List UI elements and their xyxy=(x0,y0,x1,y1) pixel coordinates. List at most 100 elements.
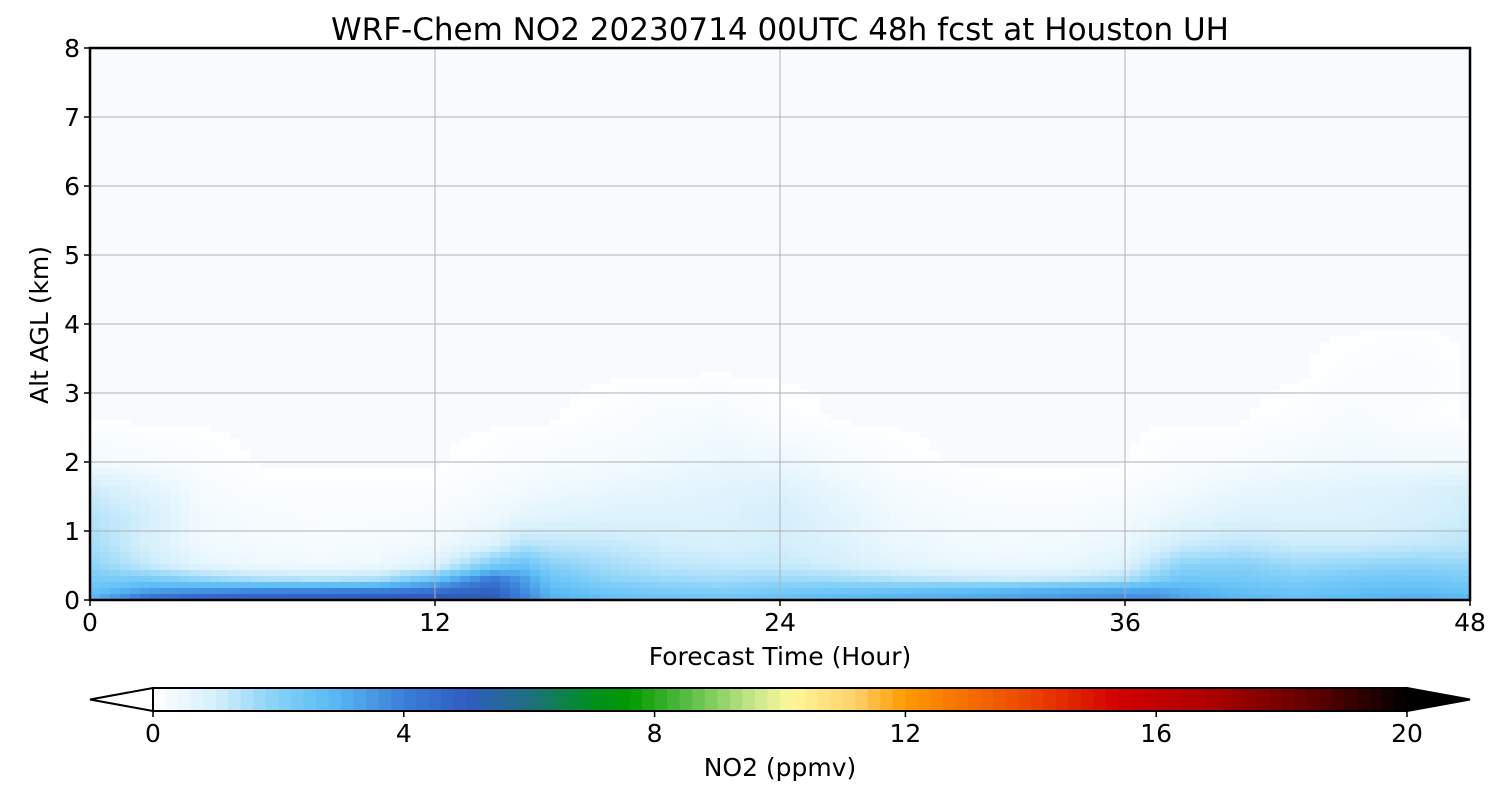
no2-cell xyxy=(1350,450,1361,457)
no2-cell xyxy=(540,540,551,547)
no2-cell xyxy=(670,444,681,451)
no2-cell xyxy=(1100,504,1111,511)
no2-cell xyxy=(1390,480,1401,487)
no2-cell xyxy=(500,480,511,487)
no2-cell xyxy=(1450,588,1461,595)
no2-cell xyxy=(1160,564,1171,571)
no2-cell xyxy=(350,594,361,601)
no2-cell xyxy=(520,492,531,499)
no2-cell xyxy=(760,564,771,571)
no2-cell xyxy=(520,510,531,517)
no2-cell xyxy=(990,570,1001,577)
no2-cell xyxy=(310,492,321,499)
no2-cell xyxy=(1400,582,1411,589)
no2-cell xyxy=(170,456,181,463)
no2-cell xyxy=(1360,486,1371,493)
no2-cell xyxy=(910,438,921,445)
no2-cell xyxy=(130,498,141,505)
no2-cell xyxy=(1360,480,1371,487)
no2-cell xyxy=(200,588,211,595)
no2-cell xyxy=(1100,552,1111,559)
no2-cell xyxy=(140,492,151,499)
no2-cell xyxy=(580,510,591,517)
no2-cell xyxy=(1330,450,1341,457)
no2-cell xyxy=(1450,492,1461,499)
no2-cell xyxy=(110,504,121,511)
colorbar-segment xyxy=(516,688,530,711)
no2-cell xyxy=(710,594,721,601)
no2-cell xyxy=(170,576,181,583)
no2-cell xyxy=(1200,594,1211,601)
no2-cell xyxy=(730,540,741,547)
no2-cell xyxy=(1190,510,1201,517)
no2-cell xyxy=(800,576,811,583)
no2-cell xyxy=(1430,402,1441,409)
no2-cell xyxy=(1170,492,1181,499)
no2-cell xyxy=(340,552,351,559)
colorbar-segment xyxy=(378,688,392,711)
no2-cell xyxy=(600,408,611,415)
no2-cell xyxy=(470,474,481,481)
no2-cell xyxy=(1290,474,1301,481)
no2-cell xyxy=(450,444,461,451)
no2-cell xyxy=(1210,462,1221,469)
no2-cell xyxy=(650,408,661,415)
no2-cell xyxy=(370,588,381,595)
no2-cell xyxy=(150,426,161,433)
no2-cell xyxy=(1360,426,1371,433)
no2-cell xyxy=(690,420,701,427)
no2-cell xyxy=(1330,462,1341,469)
no2-cell xyxy=(320,498,331,505)
no2-cell xyxy=(710,456,721,463)
colorbar-segment xyxy=(1294,688,1308,711)
no2-cell xyxy=(100,474,111,481)
no2-cell xyxy=(1220,492,1231,499)
no2-cell xyxy=(1160,510,1171,517)
no2-cell xyxy=(300,504,311,511)
no2-cell xyxy=(300,594,311,601)
no2-cell xyxy=(850,540,861,547)
no2-cell xyxy=(470,498,481,505)
no2-cell xyxy=(1440,384,1451,391)
no2-cell xyxy=(1300,426,1311,433)
no2-cell xyxy=(750,432,761,439)
no2-cell xyxy=(1240,498,1251,505)
no2-cell xyxy=(710,516,721,523)
no2-cell xyxy=(560,438,571,445)
no2-cell xyxy=(1340,594,1351,601)
colorbar-segment xyxy=(817,688,831,711)
no2-cell xyxy=(500,468,511,475)
no2-cell xyxy=(950,552,961,559)
no2-cell xyxy=(910,450,921,457)
no2-cell xyxy=(110,456,121,463)
no2-cell xyxy=(1100,576,1111,583)
no2-cell xyxy=(640,378,651,385)
no2-cell xyxy=(110,462,121,469)
no2-cell xyxy=(1370,522,1381,529)
no2-cell xyxy=(1050,474,1061,481)
colorbar-segment xyxy=(1018,688,1032,711)
no2-cell xyxy=(150,510,161,517)
no2-cell xyxy=(480,462,491,469)
no2-cell xyxy=(1340,396,1351,403)
no2-cell xyxy=(1400,378,1411,385)
no2-cell xyxy=(1450,468,1461,475)
no2-cell xyxy=(1110,594,1121,601)
no2-cell xyxy=(950,522,961,529)
no2-cell xyxy=(640,408,651,415)
no2-cell xyxy=(1400,480,1411,487)
no2-cell xyxy=(910,534,921,541)
no2-cell xyxy=(400,552,411,559)
no2-cell xyxy=(1330,486,1341,493)
no2-cell xyxy=(680,558,691,565)
colorbar-segment xyxy=(1306,688,1320,711)
no2-cell xyxy=(780,582,791,589)
no2-cell xyxy=(590,414,601,421)
no2-cell xyxy=(730,456,741,463)
no2-cell xyxy=(1200,540,1211,547)
no2-cell xyxy=(1370,582,1381,589)
no2-cell xyxy=(1010,534,1021,541)
no2-cell xyxy=(950,588,961,595)
no2-cell xyxy=(1330,492,1341,499)
